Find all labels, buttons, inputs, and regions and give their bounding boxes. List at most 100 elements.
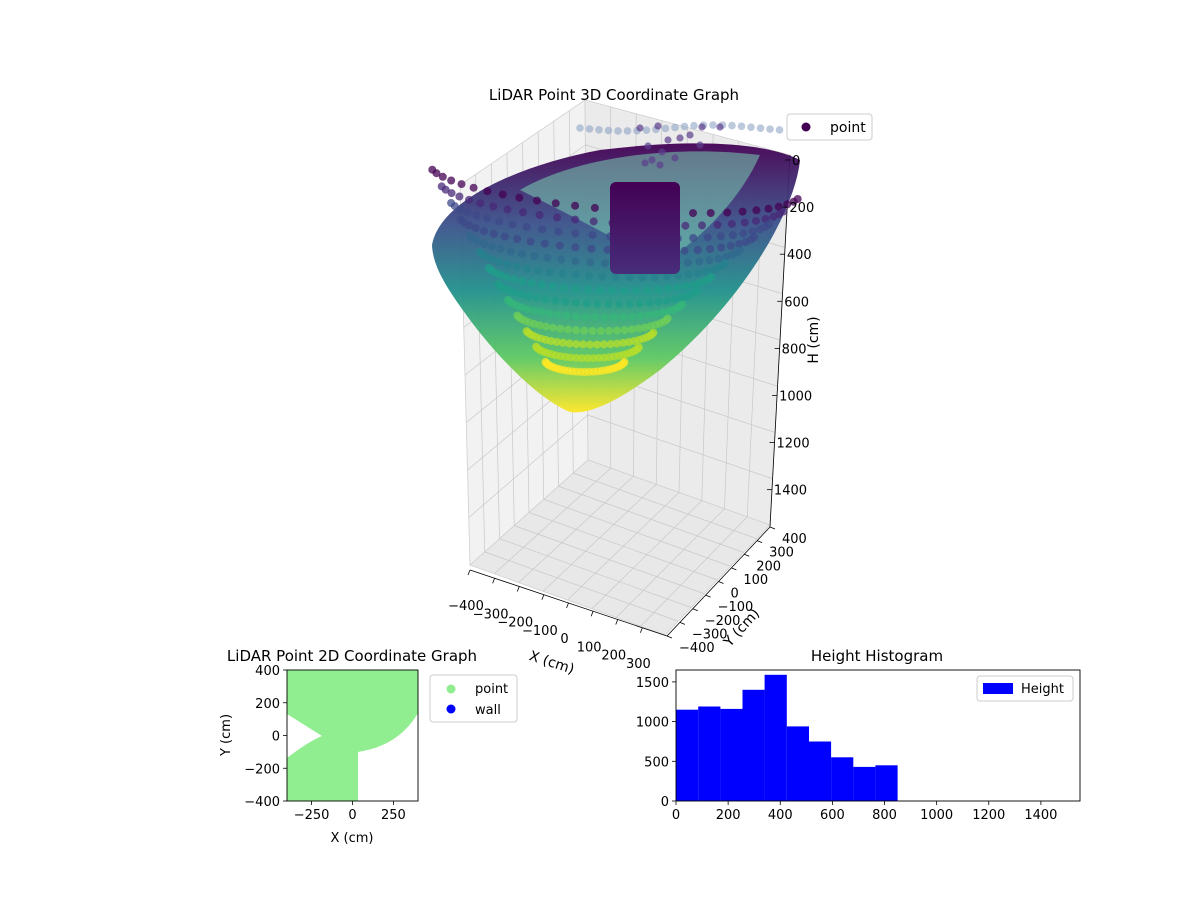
cloud-point (673, 283, 682, 292)
cloud-point (706, 209, 715, 217)
x-axis-label-3d: X (cm) (527, 648, 576, 678)
z-tick-label-3d: 600 (784, 295, 809, 310)
x-tick-label-3d: 300 (626, 657, 651, 672)
histogram-bar (676, 709, 699, 801)
cloud-point (644, 311, 653, 320)
cloud-point (735, 240, 744, 248)
x-tick-label-hist: 1200 (972, 808, 1005, 823)
cloud-point (605, 326, 613, 335)
legend-marker-wall (446, 704, 456, 714)
cloud-point (620, 357, 629, 366)
cloud-point (519, 208, 527, 217)
grid-line (468, 414, 588, 518)
y-tick-label-3d: 100 (743, 573, 768, 588)
histogram-bar (720, 708, 743, 801)
chart-title-hist: Height Histogram (811, 647, 943, 665)
cloud-point (599, 340, 608, 349)
cloud-point (457, 180, 466, 189)
cloud-point (681, 221, 690, 230)
cloud-point (441, 185, 450, 194)
cloud-point (692, 286, 701, 295)
sparse-point (698, 123, 706, 131)
cloud-point (513, 235, 522, 244)
cloud-point (654, 285, 663, 294)
cloud-point (764, 220, 773, 229)
cloud-point (571, 243, 580, 252)
plot-frame-hist (675, 669, 1081, 802)
legend-marker-point-2d (446, 684, 456, 694)
cloud-point (551, 199, 560, 208)
z-axis-line (769, 154, 791, 528)
legend-label-point-2d: point (475, 682, 508, 697)
cloud-point (728, 121, 736, 130)
x-tick-label-hist: 1400 (1024, 808, 1057, 823)
sparse-point (716, 123, 724, 131)
cloud-point (554, 227, 563, 236)
legend-label-wall: wall (475, 703, 501, 718)
cloud-point (540, 239, 549, 248)
histogram-bar (831, 757, 854, 801)
cloud-point (512, 262, 521, 271)
cloud-point (693, 269, 702, 278)
cloud-point (498, 190, 507, 199)
sparse-point (636, 124, 644, 132)
x-tick-label-3d: −200 (497, 616, 533, 631)
y-tick-label-hist: 500 (644, 755, 669, 770)
cloud-point (736, 246, 744, 255)
x-tick-label-hist: 200 (716, 808, 741, 823)
cloud-point (561, 297, 570, 306)
cloud-point (503, 205, 512, 214)
cloud-point (747, 123, 755, 131)
cloud-point (663, 272, 671, 281)
cloud-point (654, 297, 663, 306)
cloud-point (534, 266, 542, 275)
cloud-point (480, 239, 488, 248)
grid-line (640, 516, 748, 627)
x-tick-label-2d: −250 (294, 808, 330, 823)
sparse-point (676, 134, 684, 142)
cloud-point (559, 283, 568, 292)
y-tick-3d (718, 581, 724, 584)
cloud-point (689, 234, 698, 242)
cloud-point (473, 237, 482, 246)
cloud-point (591, 313, 599, 322)
y-tick-3d (744, 553, 750, 557)
x-tick-3d (492, 578, 495, 584)
z-tick-label-3d: 800 (782, 342, 807, 357)
cloud-point (775, 126, 784, 134)
y-tick-3d (666, 635, 673, 639)
cloud-point (598, 272, 607, 281)
histogram-bar (742, 689, 765, 801)
cloud-point (571, 229, 580, 238)
x-tick-label-2d: 0 (348, 808, 356, 823)
cloud-point (589, 217, 598, 226)
cloud-point (693, 246, 702, 254)
cloud-point (551, 296, 560, 305)
cloud-point (463, 208, 472, 217)
sparse-point (648, 156, 656, 164)
lidar-3d-panel: LiDAR Point 3D Coordinate Graph X (cm) Y… (428, 86, 873, 678)
cloud-point (642, 126, 651, 134)
y-tick-3d (705, 594, 711, 598)
cloud-point (447, 176, 456, 185)
cloud-point (562, 311, 571, 320)
cloud-point (628, 312, 637, 321)
cloud-point (612, 273, 620, 282)
grid-line (567, 492, 680, 601)
y-tick-3d (679, 622, 686, 625)
cloud-point (557, 255, 566, 264)
cloud-point (727, 219, 736, 228)
cloud-point (572, 326, 580, 335)
cloud-point (516, 290, 525, 299)
x-tick-label-3d: −100 (522, 624, 558, 639)
cloud-point (713, 220, 722, 229)
cloud-point (695, 257, 704, 266)
histogram-bar (853, 766, 876, 801)
y-tick-label-2d: −200 (244, 762, 280, 777)
cloud-point (783, 200, 792, 209)
cloud-point (608, 286, 617, 295)
cloud-point (703, 233, 712, 242)
z-axis-label-3d: H (cm) (806, 316, 822, 363)
cloud-point (496, 245, 505, 254)
cloud-point (500, 232, 509, 241)
